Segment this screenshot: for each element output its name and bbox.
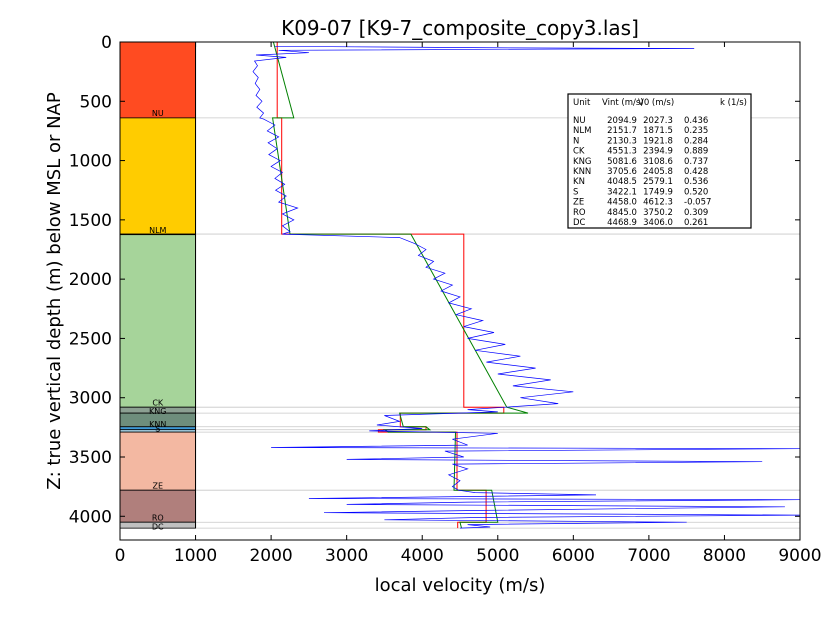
legend-unit-v0: 1921.8 [643,136,673,146]
legend-unit-k: 0.536 [684,177,708,187]
plot-frame [119,41,801,541]
legend-unit-v0: 3108.6 [643,157,673,167]
legend-unit-name: DC [573,218,586,228]
legend-unit-name: ZE [573,198,584,208]
legend-header-vint: Vint (m/s) [602,98,644,108]
series-v0-k-model [272,41,529,529]
series-interval-velocity [276,42,505,529]
unit-label-ro: RO [152,513,164,522]
x-tick-label: 6000 [552,546,595,566]
legend-unit-k: 0.261 [684,218,708,228]
legend-unit-v0: 2394.9 [643,147,673,157]
unit-label-nlm: NLM [149,226,166,235]
legend-header-k: k (1/s) [720,98,747,108]
x-tick-label: 0 [115,546,126,566]
legend-unit-name: S [573,187,578,197]
unit-label-kng: KNG [149,407,166,416]
unit-band-nlm [119,117,196,235]
x-tick-label: 8000 [703,546,746,566]
unit-label-s: S [155,425,160,434]
legend-header-v0: V0 (m/s) [638,98,674,108]
x-tick-label: 4000 [401,546,444,566]
legend-unit-vint: 2094.9 [607,116,637,126]
legend-unit-k: 0.889 [684,147,708,157]
legend-unit-k: 0.737 [684,157,708,167]
unit-band-ro [119,489,196,523]
unit-band-nu [119,41,196,119]
legend-unit-name: N [573,136,579,146]
y-axis-title: Z: true vertical depth (m) below MSL or … [44,92,65,490]
legend-unit-name: KNG [573,157,592,167]
legend-unit-v0: 1871.5 [643,126,673,136]
y-tick-label: 1000 [69,152,112,172]
x-axis-title: local velocity (m/s) [375,575,546,596]
x-tick-label: 7000 [627,546,670,566]
y-axis: 0 500 1000 1500 2000 2500 3000 3500 4000 [69,33,800,527]
legend-unit-v0: 3750.2 [643,208,673,218]
legend-unit-vint: 3705.6 [607,167,637,177]
legend-unit-k: -0.057 [684,198,711,208]
x-tick-label: 3000 [325,546,368,566]
legend-unit-name: KN [573,177,585,187]
legend-unit-k: 0.235 [684,126,708,136]
legend-unit-name: RO [573,208,586,218]
legend-unit-v0: 2405.8 [643,167,673,177]
legend-unit-k: 0.436 [684,116,708,126]
legend-unit-vint: 4048.5 [607,177,637,187]
legend-unit-name: NU [573,116,586,126]
x-tick-label: 9000 [778,546,821,566]
y-tick-label: 3500 [69,448,112,468]
legend-unit-k: 0.520 [684,187,708,197]
legend-unit-vint: 4845.0 [607,208,637,218]
legend-unit-v0: 2579.1 [643,177,673,187]
legend-unit-vint: 4551.3 [607,147,637,157]
legend-unit-name: CK [573,147,585,157]
legend-unit-v0: 1749.9 [643,187,673,197]
y-tick-label: 4000 [69,507,112,527]
y-tick-label: 2000 [69,270,112,290]
x-tick-label: 2000 [249,546,292,566]
unit-label-dc: DC [152,522,164,531]
unit-label-ze: ZE [153,481,164,490]
legend-unit-vint: 4468.9 [607,218,637,228]
legend-unit-k: 0.309 [684,208,708,218]
legend-unit-name: KNN [573,167,591,177]
unit-label-ck: CK [152,398,164,407]
x-tick-label: 5000 [476,546,519,566]
unit-label-nu: NU [152,109,164,118]
unit-band-ck [119,234,196,408]
legend-unit-v0: 4612.3 [643,198,673,208]
legend-unit-vint: 4458.0 [607,198,637,208]
chart-title: K09-07 [K9-7_composite_copy3.las] [281,16,639,40]
unit-band-ze [119,431,196,491]
y-tick-label: 2500 [69,329,112,349]
legend-frame [567,93,752,229]
unit-label-knn: KNN [149,420,166,429]
legend-unit-k: 0.428 [684,167,708,177]
legend-box: Unit Vint (m/s)V0 (m/s) k (1/s) NU 2094.9 202… [567,93,752,229]
legend-unit-vint: 2151.7 [607,126,637,136]
legend-unit-vint: 2130.3 [607,136,637,146]
y-tick-label: 3000 [69,389,112,409]
series-log-velocity [252,46,801,529]
legend-unit-vint: 5081.6 [607,157,637,167]
x-tick-label: 1000 [174,546,217,566]
y-tick-label: 0 [101,33,112,53]
legend-unit-k: 0.284 [684,136,708,146]
legend-header-unit: Unit [573,98,591,108]
x-axis: 0 1000 2000 3000 4000 5000 6000 7000 8000 9000 [115,42,822,566]
legend-unit-name: NLM [573,126,591,136]
legend-unit-v0: 2027.3 [643,116,673,126]
y-tick-label: 1500 [69,211,112,231]
legend-unit-v0: 3406.0 [643,218,673,228]
legend-unit-vint: 3422.1 [607,187,637,197]
y-tick-label: 500 [80,92,112,112]
